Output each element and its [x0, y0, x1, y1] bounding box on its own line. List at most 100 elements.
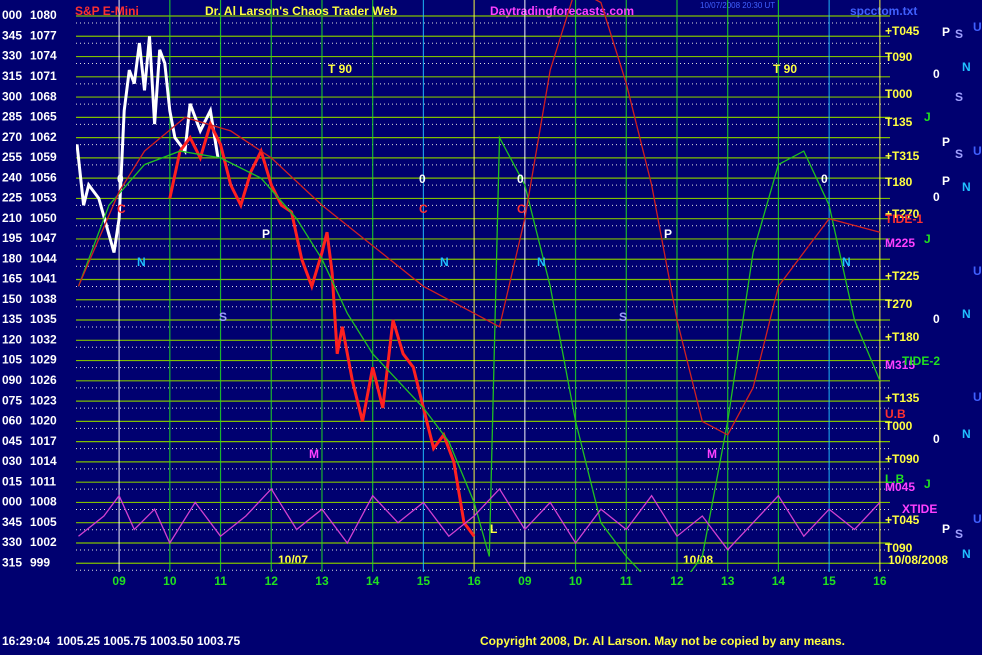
planet-letter: U [973, 390, 982, 404]
annotation: T 90 [328, 62, 352, 76]
y-tick-label: 1038 [30, 292, 57, 306]
date-label: 10/08/2008 [888, 553, 948, 567]
symbol: S&P E-Mini [75, 4, 139, 18]
series-line [76, 36, 220, 253]
right-label: T090 [885, 50, 913, 64]
annotation: C [117, 202, 126, 216]
planet-letter: S [955, 527, 963, 541]
y-tick-label: 1059 [30, 150, 57, 164]
planet-letter: J [924, 110, 931, 124]
x-tick-label: 10 [569, 574, 583, 588]
annotation: N [537, 255, 546, 269]
right-label: M315 [885, 358, 915, 372]
annotation: T 90 [773, 62, 797, 76]
right-label: +T090 [885, 452, 920, 466]
x-tick-label: 12 [265, 574, 279, 588]
y-tick-label: 1050 [30, 211, 57, 225]
x-tick-label: 09 [112, 574, 126, 588]
x-tick-label: 13 [721, 574, 735, 588]
annotation: 0 [517, 172, 524, 186]
y-tick-label: 1011 [30, 474, 56, 488]
planet-letter: S [955, 27, 963, 41]
x-tick-label: 15 [417, 574, 431, 588]
y-tick-label: 1017 [30, 434, 57, 448]
x-tick-label: 16 [873, 574, 887, 588]
y-angle-label: 285 [2, 110, 22, 124]
planet-letter: U [973, 512, 982, 526]
y-tick-label: 1041 [30, 272, 57, 286]
y-angle-label: 300 [2, 89, 22, 103]
planet-letter: P [942, 174, 950, 188]
right-label: T135 [885, 115, 913, 129]
planet-letter: S [955, 90, 963, 104]
y-angle-label: 255 [2, 150, 22, 164]
y-angle-label: 075 [2, 393, 22, 407]
y-angle-label: 060 [2, 414, 22, 428]
right-label: +T045 [885, 24, 920, 38]
y-angle-label: 345 [2, 515, 22, 529]
y-tick-label: 1005 [30, 515, 57, 529]
y-angle-label: 090 [2, 373, 22, 387]
x-tick-label: 14 [772, 574, 786, 588]
planet-letter: N [962, 180, 971, 194]
chart-title: Dr. Al Larson's Chaos Trader Web [205, 4, 397, 18]
planet-letter: 0 [933, 190, 940, 204]
planet-letter: 0 [933, 432, 940, 446]
planet-letter: 0 [933, 67, 940, 81]
y-tick-label: 1023 [30, 393, 57, 407]
planet-letter: U [973, 20, 982, 34]
y-angle-label: 165 [2, 272, 22, 286]
y-angle-label: 225 [2, 191, 22, 205]
y-tick-label: 1014 [30, 454, 57, 468]
y-angle-label: 045 [2, 434, 22, 448]
right-label: T270 [885, 297, 913, 311]
annotation: S [219, 310, 227, 324]
planet-letter: J [924, 477, 931, 491]
date-label: 10/08 [683, 553, 713, 567]
y-angle-label: 120 [2, 332, 22, 346]
y-angle-label: 000 [2, 495, 22, 509]
annotation: M [309, 447, 319, 461]
right-label: +T270 [885, 207, 920, 221]
tide-label: XTIDE [902, 502, 937, 516]
planet-letter: N [962, 427, 971, 441]
annotation: C [517, 202, 526, 216]
y-tick-label: 1020 [30, 414, 57, 428]
y-tick-label: 1068 [30, 89, 57, 103]
x-tick-label: 16 [467, 574, 481, 588]
planet-letter: P [942, 522, 950, 536]
annotation: 0 [419, 172, 426, 186]
tide-label: L.B [885, 472, 905, 486]
tide-label: TIDE-2 [902, 354, 940, 368]
annotation: M [707, 447, 717, 461]
annotation: C [419, 202, 428, 216]
y-angle-label: 315 [2, 69, 22, 83]
x-tick-label: 10 [163, 574, 177, 588]
y-angle-label: 345 [2, 28, 22, 42]
planet-letter: U [973, 264, 982, 278]
y-angle-label: 210 [2, 211, 22, 225]
y-angle-label: 330 [2, 535, 22, 549]
planet-letter: U [973, 144, 982, 158]
y-tick-label: 1071 [30, 69, 57, 83]
y-tick-label: 1008 [30, 495, 57, 509]
series-line [488, 135, 881, 572]
status-line: 16:29:04 1005.25 1005.75 1003.50 1003.75 [2, 634, 241, 648]
file-name: spcctom.txt [850, 4, 917, 18]
right-label: +T180 [885, 330, 920, 344]
tide-label: U.B [885, 407, 906, 421]
right-label: T000 [885, 419, 913, 433]
x-tick-label: 14 [366, 574, 380, 588]
annotation: N [440, 255, 449, 269]
annotation: N [137, 255, 146, 269]
y-angle-label: 180 [2, 251, 22, 265]
x-tick-label: 12 [670, 574, 684, 588]
y-tick-label: 1032 [30, 332, 57, 346]
annotation: P [664, 227, 672, 241]
annotation: S [619, 310, 627, 324]
y-angle-label: 135 [2, 312, 22, 326]
planet-letter: N [962, 547, 971, 561]
y-angle-label: 105 [2, 353, 22, 367]
